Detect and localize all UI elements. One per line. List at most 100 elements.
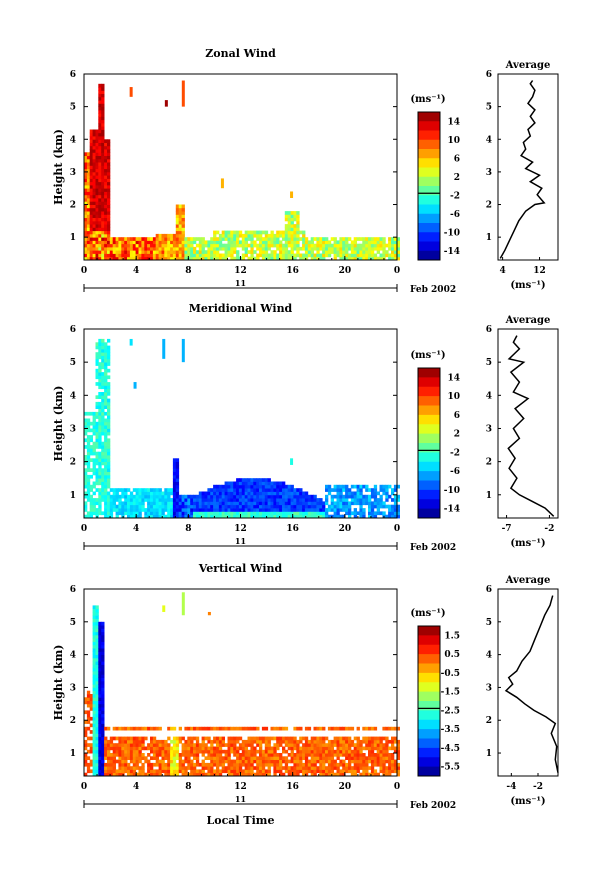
heatmap-cell [112,736,116,741]
heatmap-cell [302,743,306,747]
heatmap-cell [124,759,128,764]
heatmap-cell [89,158,93,163]
heatmap-cell [84,461,88,466]
heatmap-cell [270,756,274,760]
heatmap-cell [181,736,185,741]
heatmap-cell [92,237,96,241]
heatmap-cell [84,425,88,429]
heatmap-cell [376,743,380,747]
heatmap-cell [158,514,162,519]
heatmap-cell [299,736,303,741]
heatmap-cell [193,514,197,519]
heatmap-cell [233,484,237,489]
heatmap-cell [304,772,309,777]
heatmap-cell [325,769,329,774]
heatmap-cell [327,484,332,489]
heatmap-cell [104,217,108,222]
heatmap-cell [104,736,108,741]
heatmap-cell [95,488,99,492]
heatmap-cell [388,739,392,744]
heatmap-cell [118,769,122,774]
heatmap-cell [270,508,274,512]
heatmap-cell [359,511,363,516]
heatmap-cell [270,736,274,741]
heatmap-cell [84,700,88,705]
heatmap-cell [101,625,105,629]
heatmap-cell [336,749,340,754]
heatmap-cell [327,243,332,248]
heatmap-cell [107,455,111,459]
heatmap-cell [310,508,314,512]
heatmap-cell [299,746,303,751]
profile-unit: (ms⁻¹) [510,796,545,807]
heatmap-cell [296,514,300,519]
heatmap-cell [296,508,300,512]
heatmap-cell [178,494,182,499]
heatmap-cell [95,501,99,506]
heatmap-cell [89,703,93,708]
heatmap-cell [365,739,369,744]
heatmap-cell [304,501,309,506]
heatmap-cell [261,484,266,489]
heatmap-cell [92,713,96,718]
heatmap-cell [238,484,243,489]
heatmap-cell [101,184,105,189]
heatmap-cell [333,743,337,747]
heatmap-cell [98,638,102,642]
heatmap-cell [138,766,142,770]
heatmap-cell [230,250,234,254]
heatmap-cell [256,256,260,261]
heatmap-cell [95,661,99,665]
heatmap-cell [190,762,194,767]
heatmap-cell [267,762,271,767]
heatmap-cell [127,253,131,258]
heatmap-cell [370,762,375,767]
heatmap-cell [84,733,88,738]
heatmap-cell [172,464,177,469]
heatmap-cell [322,243,326,248]
heatmap-cell [210,508,214,512]
heatmap-cell [112,756,116,760]
heatmap-cell [158,488,162,492]
heatmap-cell [107,184,111,189]
heatmap-cell [362,256,366,261]
heatmap-cell [393,508,398,512]
heatmap-cell [101,149,105,153]
profile-x-tick-label: 12 [533,266,546,276]
heatmap-cell [164,769,168,774]
heatmap-cell [276,739,280,744]
heatmap-cell [233,749,237,754]
heatmap-cell [250,478,254,482]
heatmap-cell [107,739,111,744]
heatmap-cell [115,759,119,764]
heatmap-cell [167,494,171,499]
heatmap-cell [104,481,108,486]
heatmap-cell [270,240,274,245]
heatmap-cell [379,504,383,509]
heatmap-cell [101,756,105,760]
heatmap-cell [210,501,214,506]
heatmap-cell [316,246,320,251]
heatmap-cell [302,491,306,496]
heatmap-cell [216,766,220,770]
heatmap-cell [273,504,277,509]
heatmap-cell [181,743,185,747]
heatmap-cell [95,362,99,366]
heatmap-cell [198,243,203,248]
heatmap-cell [210,250,214,254]
heatmap-cell [84,445,88,449]
heatmap-cell [336,762,340,767]
heatmap-cell [89,136,93,140]
heatmap-cell [181,511,185,516]
heatmap-cell [118,246,122,251]
heatmap-cell [89,175,93,179]
heatmap-cell [293,217,297,222]
heatmap-cell [362,240,366,245]
heatmap-cell [244,240,248,245]
heatmap-cell [92,240,96,245]
heatmap-cell [89,723,93,728]
heatmap-cell [227,749,231,754]
heatmap-cell [336,511,340,516]
heatmap-cell [152,246,157,251]
heatmap-cell [92,694,96,698]
